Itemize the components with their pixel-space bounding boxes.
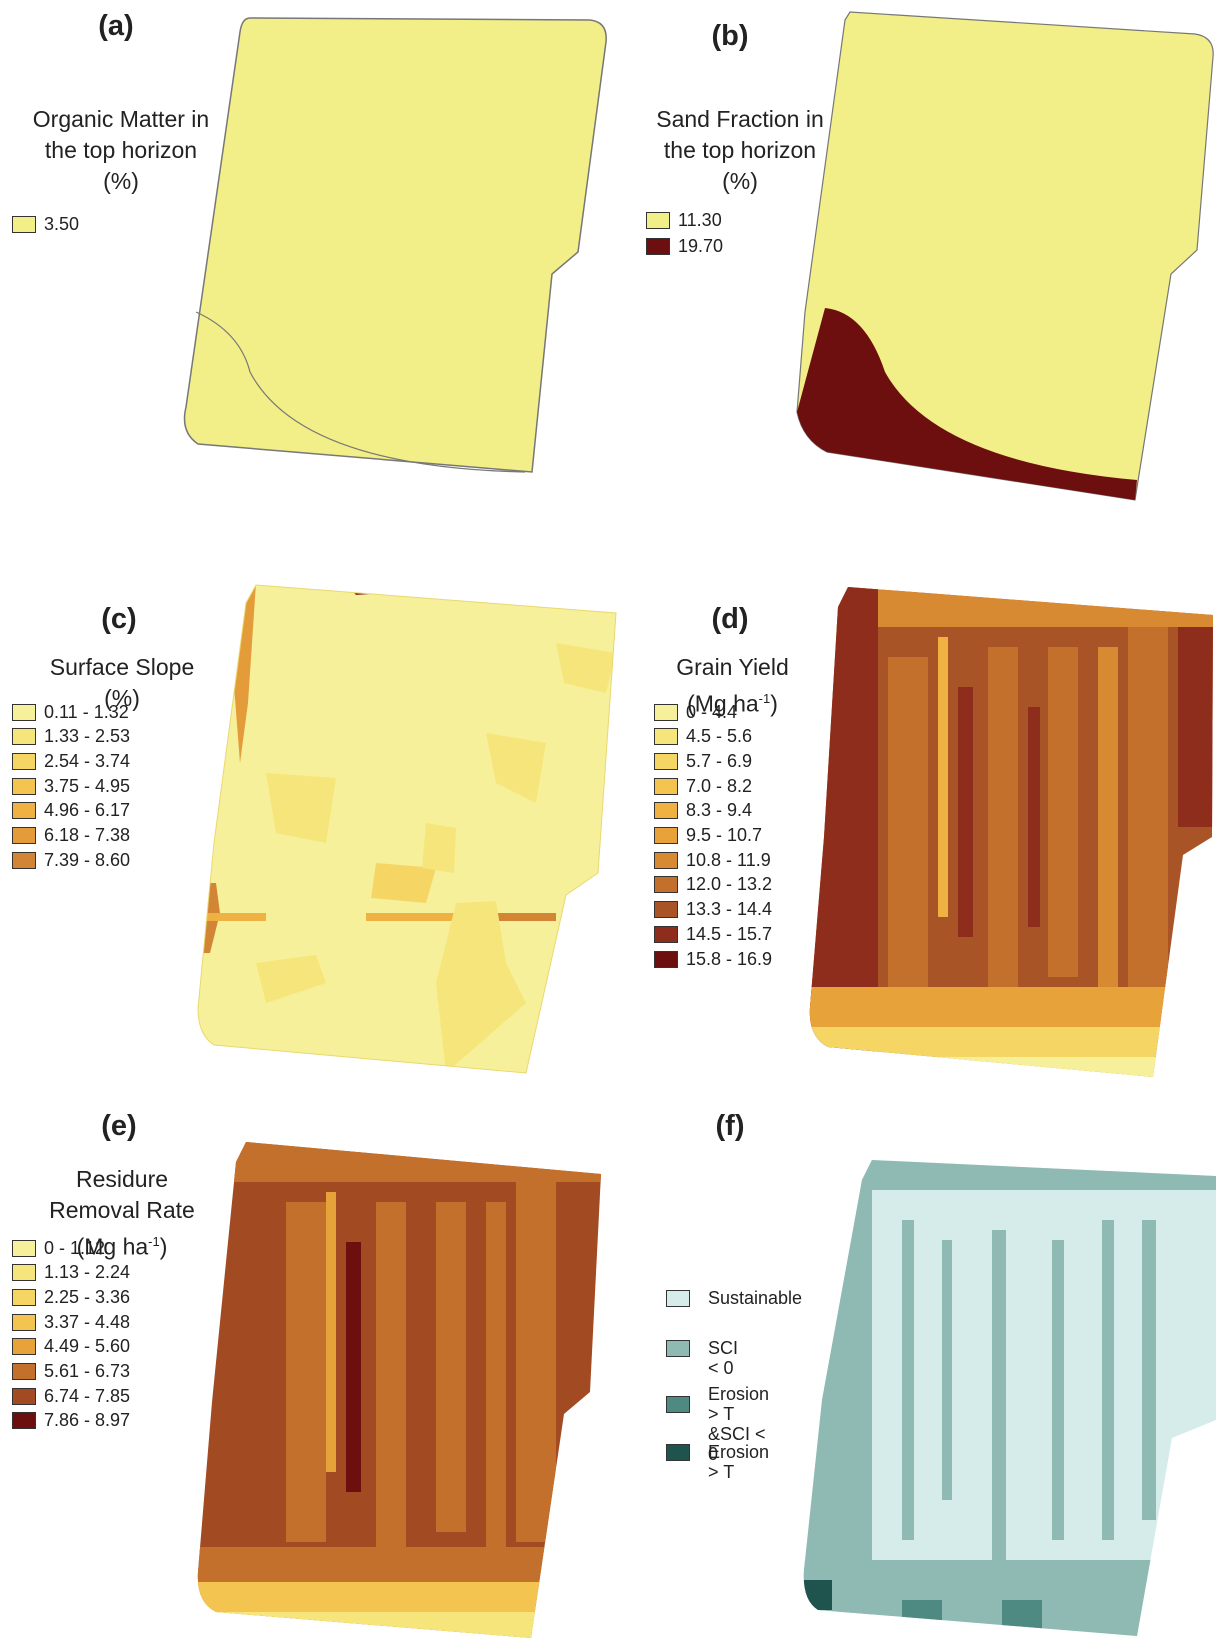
legend-item: 8.3 - 9.4 — [654, 800, 752, 821]
legend-item: 7.86 - 8.97 — [12, 1410, 130, 1431]
sand-zone-high — [797, 308, 1137, 500]
legend-swatch — [654, 901, 678, 919]
legend-item: 7.39 - 8.60 — [12, 850, 130, 870]
legend-item: 2.25 - 3.36 — [12, 1287, 130, 1307]
legend-item: Sustainable — [666, 1288, 802, 1308]
legend-title-a: Organic Matter in the top horizon (%) — [32, 106, 210, 194]
legend-title-c: Surface Slope (%) — [49, 654, 195, 711]
legend-item: 6.18 - 7.38 — [12, 825, 130, 846]
panel-label-a: (a) — [98, 10, 134, 42]
legend-item: 0.11 - 1.32 — [12, 702, 129, 722]
legend-item: 15.8 - 16.9 — [654, 949, 772, 969]
legend-swatch — [12, 802, 36, 820]
legend-item: 1.33 - 2.53 — [12, 726, 130, 747]
legend-swatch — [12, 1313, 36, 1331]
legend-item: 0 - 4.4 — [654, 702, 737, 722]
legend-item: 11.30 — [646, 210, 722, 230]
legend-swatch — [666, 1444, 690, 1461]
legend-swatch — [12, 827, 36, 844]
panel-label-e: (e) — [101, 1110, 137, 1142]
legend-item: 4.96 - 6.17 — [12, 800, 130, 821]
legend-item: SCI < 0 — [666, 1338, 738, 1378]
legend-item: Erosion > T &SCI < 0 — [666, 1384, 769, 1464]
legend-item: 19.70 — [646, 236, 723, 256]
legend-swatch — [12, 703, 36, 721]
legend-item: Erosion > T — [666, 1442, 769, 1482]
legend-swatch — [654, 703, 678, 721]
legend-swatch — [646, 211, 670, 229]
legend-swatch — [12, 728, 36, 746]
panel-label-b: (b) — [711, 20, 749, 52]
field-boundary — [183, 17, 607, 473]
legend-item: 2.54 - 3.74 — [12, 751, 130, 771]
legend-item: 9.5 - 10.7 — [654, 825, 762, 846]
legend-title-d: Grain Yield (Mg ha-1) — [640, 652, 825, 720]
legend-swatch — [654, 925, 678, 943]
legend-item: 4.49 - 5.60 — [12, 1336, 130, 1357]
legend-item: 14.5 - 15.7 — [654, 924, 772, 944]
legend-swatch — [12, 1264, 36, 1282]
legend-swatch — [654, 950, 678, 968]
legend-swatch — [12, 1338, 36, 1356]
legend-item: 7.0 - 8.2 — [654, 776, 752, 796]
legend-item: 4.5 - 5.6 — [654, 726, 752, 747]
legend-item: 10.8 - 11.9 — [654, 850, 771, 870]
legend-swatch — [654, 802, 678, 820]
legend-item: 3.75 - 4.95 — [12, 776, 130, 796]
legend-swatch — [654, 876, 678, 894]
legend-title-e: Residure Removal Rate (Mg ha-1) — [20, 1164, 224, 1263]
legend-swatch — [666, 1290, 690, 1307]
legend-item: 6.74 - 7.85 — [12, 1386, 130, 1406]
legend-swatch — [12, 851, 36, 869]
legend-swatch — [654, 777, 678, 795]
legend-swatch — [666, 1396, 690, 1413]
legend-swatch — [12, 1363, 36, 1380]
surface-slope-map — [197, 584, 617, 1074]
organic-matter-map — [183, 17, 607, 473]
legend-item: 3.50 — [12, 214, 79, 234]
panel-label-c: (c) — [101, 603, 137, 635]
legend-swatch — [654, 827, 678, 844]
soil-zone-boundary — [195, 311, 526, 473]
legend-item: 3.37 - 4.48 — [12, 1312, 130, 1332]
legend-swatch — [654, 752, 678, 770]
residue-removal-map — [197, 1142, 602, 1638]
legend-item: 5.61 - 6.73 — [12, 1361, 130, 1382]
panel-label-d: (d) — [711, 603, 749, 635]
legend-swatch — [654, 851, 678, 869]
sand-fraction-map — [796, 11, 1214, 501]
legend-item: 12.0 - 13.2 — [654, 874, 772, 895]
legend-swatch — [12, 215, 36, 233]
legend-swatch — [12, 1239, 36, 1257]
legend-swatch — [12, 1387, 36, 1405]
legend-unit-e: (Mg ha-1) — [76, 1233, 168, 1260]
legend-item: 13.3 - 14.4 — [654, 899, 772, 920]
grain-yield-map — [809, 587, 1214, 1077]
field-boundary — [197, 584, 617, 1074]
legend-swatch — [666, 1340, 690, 1357]
legend-unit-d: (Mg ha-1) — [687, 690, 778, 717]
legend-item: 5.7 - 6.9 — [654, 751, 752, 771]
legend-title-b: Sand Fraction in the top horizon (%) — [656, 106, 824, 194]
legend-swatch — [12, 777, 36, 795]
legend-swatch — [12, 1288, 36, 1306]
legend-item: 0 - 1.12 — [12, 1238, 105, 1258]
legend-swatch — [12, 1412, 36, 1430]
legend-swatch — [646, 237, 670, 255]
legend-swatch — [654, 728, 678, 746]
panel-label-f: (f) — [715, 1110, 745, 1142]
legend-swatch — [12, 752, 36, 770]
legend-item: 1.13 - 2.24 — [12, 1262, 130, 1283]
sustainability-map — [803, 1160, 1217, 1636]
